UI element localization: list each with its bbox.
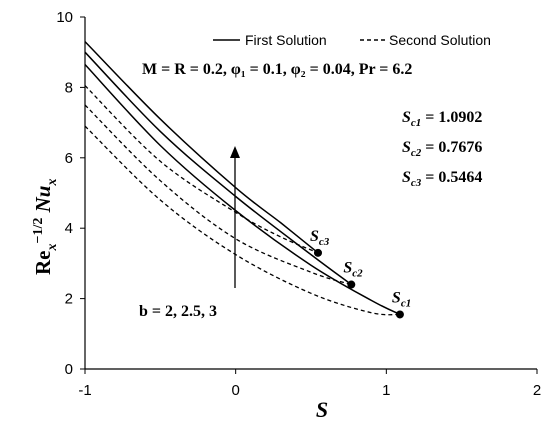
critical-value-c3: Sc3 = 0.5464 — [402, 169, 482, 189]
critical-value-sub: c3 — [411, 177, 422, 189]
y-tick-label: 4 — [65, 220, 73, 237]
y-tick-label: 2 — [65, 291, 73, 308]
curves — [84, 41, 404, 319]
critical-point-label-S: S — [310, 228, 319, 245]
critical-point-label-sub: c3 — [319, 236, 330, 248]
first-solution-curve-b2.5 — [84, 51, 352, 286]
first-solution-curve-b2 — [84, 63, 401, 316]
critical-point-c3 — [313, 248, 322, 257]
first-solution-curve-b3 — [84, 41, 319, 254]
legend-first-solution-label: First Solution — [245, 32, 327, 48]
critical-value-S: S — [402, 139, 411, 156]
critical-value-number: = 0.5464 — [421, 169, 482, 186]
critical-value-S: S — [402, 109, 411, 126]
y-axis-title-sup: −1/2 — [31, 218, 46, 244]
second-solution-curve-b2.5 — [84, 104, 352, 286]
critical-value-sub: c2 — [411, 147, 422, 159]
critical-point-label-S: S — [343, 260, 352, 277]
critical-point-c1 — [395, 310, 404, 319]
parameters-line: M = R = 0.2, φ₁ = 0.1, φ₂ = 0.04, Pr = 6… — [142, 61, 412, 78]
b-arrow-head — [230, 146, 240, 158]
y-tick-label: 6 — [65, 150, 73, 167]
second-solution-curve-b2 — [84, 125, 400, 316]
x-tick-label: 2 — [533, 382, 541, 399]
y-axis-title-main: Re — [31, 251, 55, 276]
b-arrow-label: b = 2, 2.5, 3 — [139, 303, 217, 320]
critical-value-c1: Sc1 = 1.0902 — [402, 109, 482, 129]
ticks: 0 2 4 6 8 10 -1 0 1 2 — [56, 9, 541, 399]
y-axis-title-tail: Nu — [31, 186, 55, 218]
critical-value-number: = 1.0902 — [421, 109, 482, 126]
y-tick-label: 0 — [65, 361, 73, 378]
x-axis-title: S — [316, 397, 328, 422]
legend: First Solution Second Solution — [213, 32, 491, 48]
critical-point-label-sub: c2 — [352, 268, 363, 280]
critical-point-label-c3: Sc3 — [310, 228, 330, 248]
critical-point-label-c2: Sc2 — [343, 260, 363, 280]
second-solution-curve-b3 — [84, 85, 319, 254]
y-axis-title: Rex−1/2 Nux — [31, 179, 60, 275]
critical-value-c2: Sc2 = 0.7676 — [402, 139, 482, 159]
x-tick-label: -1 — [78, 382, 91, 399]
x-tick-label: 0 — [231, 382, 239, 399]
y-tick-label: 10 — [56, 9, 73, 26]
critical-point-c2 — [347, 280, 356, 289]
critical-point-label-sub: c1 — [401, 297, 411, 309]
x-tick-label: 1 — [382, 382, 390, 399]
legend-second-solution-label: Second Solution — [389, 32, 491, 48]
critical-value-sub: c1 — [411, 117, 421, 129]
critical-value-number: = 0.7676 — [421, 139, 482, 156]
y-axis-title-tail-sub: x — [45, 179, 60, 187]
critical-point-label-S: S — [392, 289, 401, 306]
y-axis-title-sub: x — [45, 244, 60, 252]
y-tick-label: 8 — [65, 79, 73, 96]
critical-point-label-c1: Sc1 — [392, 289, 411, 309]
critical-value-S: S — [402, 169, 411, 186]
